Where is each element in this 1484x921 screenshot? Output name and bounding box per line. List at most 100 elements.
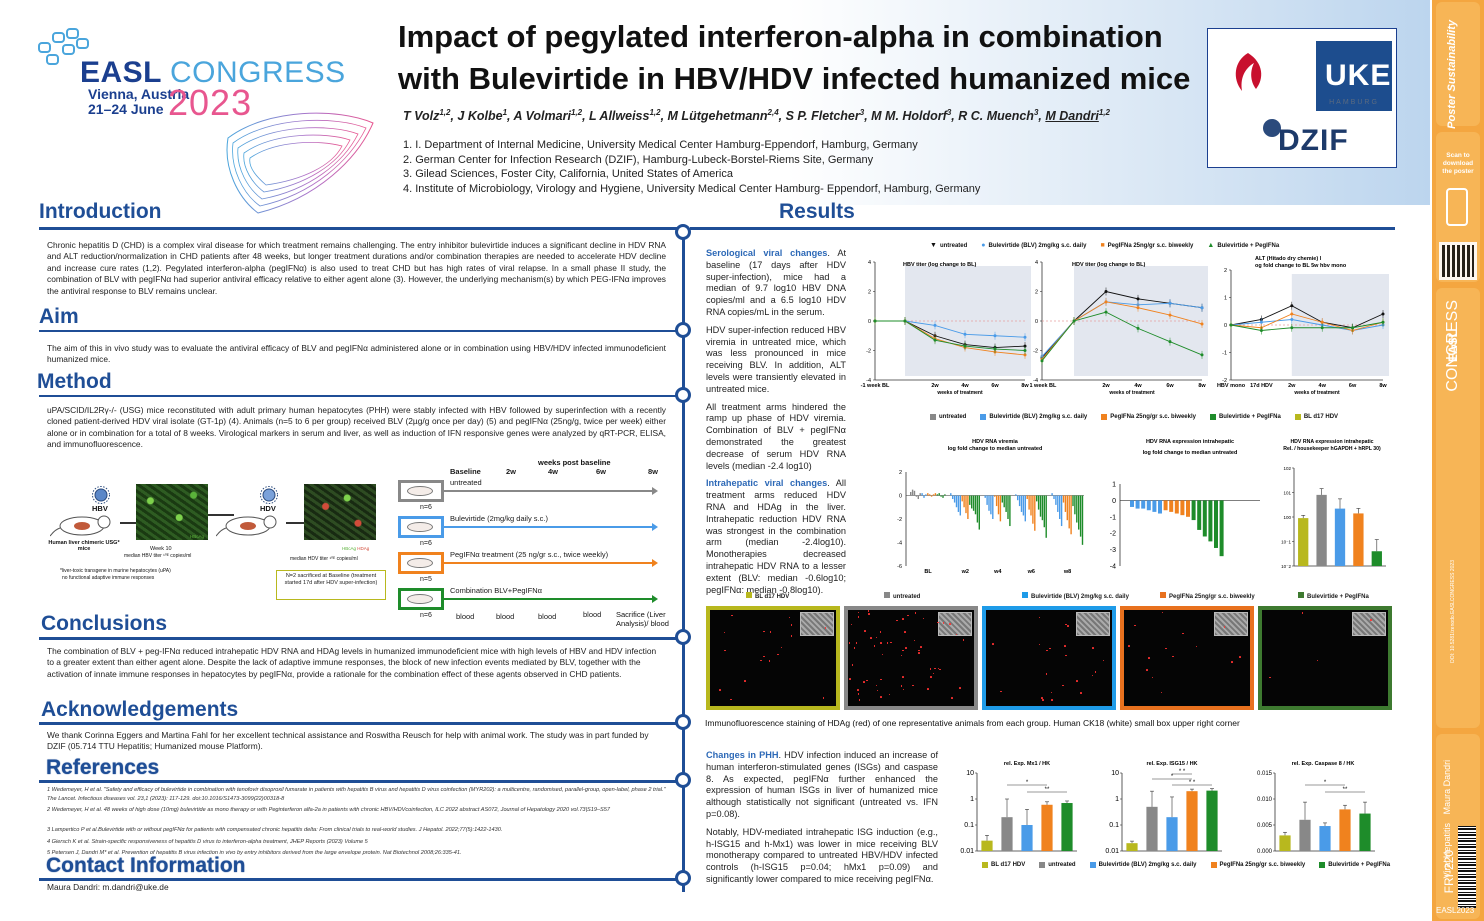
x-tick-label: 2w bbox=[1102, 383, 1110, 389]
data-point bbox=[1136, 297, 1140, 301]
hdag-dot bbox=[849, 678, 851, 680]
qr-code-icon[interactable] bbox=[1439, 242, 1477, 280]
phh-p1: . HDV infection induced an increase of h… bbox=[706, 750, 938, 819]
hdag-dot bbox=[876, 689, 879, 692]
author-affil-sup: 1,2 bbox=[570, 108, 583, 117]
bar bbox=[929, 494, 931, 496]
bar bbox=[1298, 518, 1309, 566]
hdag-dot bbox=[880, 642, 882, 644]
hdag-dot bbox=[857, 693, 860, 695]
method-text: uPA/SCID/IL2Rγ-/- (USG) mice reconstitut… bbox=[47, 405, 666, 450]
section-rule bbox=[39, 637, 679, 640]
bar bbox=[1059, 495, 1061, 519]
if-image-panel bbox=[1258, 606, 1392, 710]
hdag-dot bbox=[1092, 647, 1094, 649]
section-timeline bbox=[682, 232, 685, 892]
bar bbox=[1036, 495, 1038, 502]
partner-logos: UKE HAMBURG DZIF bbox=[1207, 28, 1397, 168]
legend-swatch bbox=[1298, 592, 1304, 598]
title-line-2: with Bulevirtide in HBV/HDV infected hum… bbox=[398, 61, 1191, 96]
hdag-dot bbox=[913, 639, 916, 642]
hdag-dot bbox=[1148, 657, 1150, 659]
right-sidebar: Poster Sustainability Scan to download t… bbox=[1432, 0, 1484, 921]
hdag-dot bbox=[1195, 645, 1198, 648]
logo-congress: CONGRESS bbox=[170, 56, 346, 89]
chart-title: HDV RNA expression intrahepatic bbox=[1146, 439, 1234, 445]
author-affil-sup: 3 bbox=[946, 108, 952, 117]
bar bbox=[961, 495, 963, 502]
chart-title: rel. Exp. ISG15 / HK bbox=[1146, 761, 1197, 767]
hdag-dot bbox=[857, 689, 859, 691]
legend-top: ▼ untreated ● Bulevirtide (BLV) 2mg/kg s.c.… bbox=[930, 242, 1293, 249]
blood-label: blood bbox=[496, 612, 515, 621]
dzif-logo-text: DZIF bbox=[1278, 124, 1349, 157]
hbcag-label: HBcAg bbox=[342, 546, 357, 551]
bar bbox=[1081, 495, 1084, 545]
intra-head: Intrahepatic viral changes bbox=[706, 478, 828, 489]
section-title-introduction: Introduction bbox=[39, 200, 162, 223]
shaded-treatment-window bbox=[1074, 266, 1208, 376]
hdag-dot bbox=[723, 631, 726, 634]
phh-head: Changes in PHH bbox=[706, 750, 779, 760]
bar bbox=[1078, 495, 1080, 530]
bar bbox=[1166, 817, 1178, 851]
section-rule bbox=[39, 395, 679, 397]
hdag-dot bbox=[1046, 649, 1048, 652]
author-affil-sup: 3 bbox=[859, 108, 865, 117]
bar bbox=[1334, 508, 1346, 566]
legend-swatch bbox=[930, 414, 936, 420]
hdag-dot bbox=[888, 693, 891, 696]
hdag-dot bbox=[1076, 680, 1078, 682]
bar bbox=[1072, 495, 1074, 507]
significance-label: ** bbox=[1045, 787, 1050, 793]
bar bbox=[1353, 513, 1364, 566]
y-tick-label: -2 bbox=[1033, 349, 1038, 355]
hdag-dot bbox=[730, 698, 732, 701]
significance-label: ** bbox=[1343, 787, 1348, 793]
conclusions-text: The combination of BLV + peg-IFNα reduce… bbox=[47, 646, 657, 679]
if-panel-label: untreated bbox=[884, 592, 920, 600]
x-axis-label: weeks of treatment bbox=[1293, 390, 1340, 396]
hdag-dot bbox=[1223, 626, 1226, 628]
sidebar-card-congress bbox=[1436, 288, 1480, 728]
legend-label: untreated bbox=[1048, 862, 1076, 868]
legend-marker-icon: ▼ bbox=[930, 242, 937, 249]
section-rule bbox=[690, 227, 1395, 230]
bar bbox=[1126, 843, 1138, 851]
legend-swatch bbox=[1039, 862, 1046, 868]
data-point bbox=[873, 319, 877, 323]
significance-label: * bbox=[1324, 780, 1327, 786]
y-tick-label: 1 bbox=[1115, 796, 1119, 803]
series-line bbox=[1230, 305, 1384, 329]
bar bbox=[1034, 495, 1036, 531]
legend-label: Bulevirtide + PegIFNa bbox=[1217, 242, 1280, 249]
hdag-dot bbox=[763, 655, 765, 658]
bar bbox=[1009, 495, 1011, 527]
bar bbox=[936, 494, 938, 496]
y-tick-label: -3 bbox=[1110, 547, 1116, 554]
x-tick-label: 4w bbox=[961, 383, 969, 389]
legend-item: Bulevirtide + PegIFNa bbox=[1319, 862, 1390, 868]
hdag-dot bbox=[780, 646, 783, 649]
hdag-dot bbox=[763, 630, 765, 633]
hdag-dot bbox=[777, 653, 779, 656]
bar bbox=[927, 493, 929, 496]
affiliation-line: 4. Institute of Microbiology, Virology a… bbox=[403, 182, 981, 195]
bar bbox=[1158, 500, 1162, 514]
timeline-node bbox=[675, 387, 691, 403]
arrow-head-icon bbox=[652, 487, 658, 495]
x-tick-label: -1 week BL bbox=[1030, 383, 1057, 389]
bar bbox=[1371, 551, 1382, 566]
hdag-dot bbox=[788, 616, 791, 619]
histology-hdag-icon bbox=[304, 484, 376, 540]
bar bbox=[1169, 500, 1174, 512]
legend-swatch bbox=[1089, 862, 1096, 868]
mouse-icon bbox=[407, 522, 433, 532]
timeline-node bbox=[675, 322, 691, 338]
y-tick-label: 10⁻2 bbox=[1281, 564, 1291, 569]
y-tick-label: 0.010 bbox=[1257, 797, 1273, 803]
hdag-dot bbox=[896, 619, 898, 622]
hdag-dot bbox=[855, 642, 858, 644]
author-name: L Allweiss bbox=[589, 109, 650, 124]
